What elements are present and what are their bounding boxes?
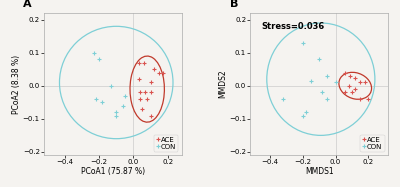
X-axis label: MMDS1: MMDS1 <box>305 168 334 177</box>
X-axis label: PCoA1 (75.87 %): PCoA1 (75.87 %) <box>81 168 145 177</box>
Text: B: B <box>230 0 238 9</box>
Y-axis label: PCoA2 (8.38 %): PCoA2 (8.38 %) <box>12 55 21 114</box>
Legend: ACE, CON: ACE, CON <box>154 134 178 152</box>
Text: Stress=0.036: Stress=0.036 <box>262 22 325 31</box>
Legend: ACE, CON: ACE, CON <box>360 134 384 152</box>
Text: A: A <box>23 0 32 9</box>
Y-axis label: MMDS2: MMDS2 <box>218 70 227 99</box>
